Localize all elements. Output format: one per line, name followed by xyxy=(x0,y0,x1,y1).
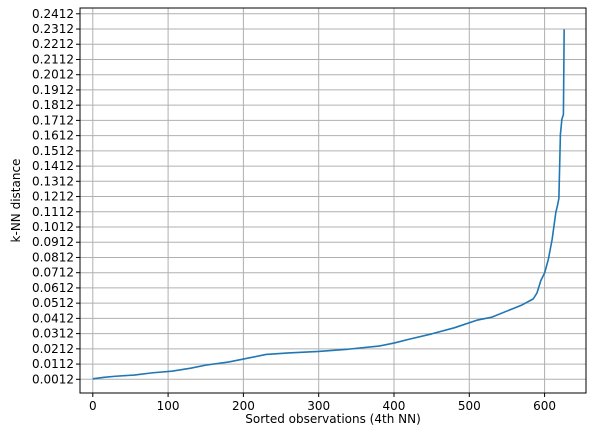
series-group xyxy=(92,29,565,380)
y-axis-label: k-NN distance xyxy=(9,159,23,243)
y-tick-label: 0.1112 xyxy=(32,205,74,219)
series-line xyxy=(92,29,565,380)
y-tick-label: 0.1812 xyxy=(32,98,74,112)
y-tick-label: 0.0512 xyxy=(32,296,74,310)
y-tick-label: 0.0812 xyxy=(32,250,74,264)
y-tick-label: 0.2012 xyxy=(32,68,74,82)
y-tick-label: 0.1212 xyxy=(32,190,74,204)
x-axis-label: Sorted observations (4th NN) xyxy=(245,412,421,426)
y-tick-label: 0.0412 xyxy=(32,311,74,325)
plot-frame xyxy=(79,7,587,394)
grid-lines xyxy=(80,8,586,393)
x-tick-label: 300 xyxy=(307,399,330,413)
y-tick-label: 0.0112 xyxy=(32,357,74,371)
x-axis-ticks: 0 100 200 300 400 500 600 xyxy=(89,393,556,413)
y-tick-label: 0.0212 xyxy=(32,342,74,356)
x-tick-label: 600 xyxy=(533,399,556,413)
y-tick-label: 0.1612 xyxy=(32,129,74,143)
y-tick-label: 0.0912 xyxy=(32,235,74,249)
y-tick-label: 0.2212 xyxy=(32,37,74,51)
y-tick-label: 0.1512 xyxy=(32,144,74,158)
y-tick-label: 0.1712 xyxy=(32,113,74,127)
y-tick-label: 0.0612 xyxy=(32,281,74,295)
y-tick-label: 0.1912 xyxy=(32,83,74,97)
y-tick-label: 0.1412 xyxy=(32,159,74,173)
y-tick-label: 0.0312 xyxy=(32,327,74,341)
y-tick-label: 0.1012 xyxy=(32,220,74,234)
y-tick-label: 0.2112 xyxy=(32,52,74,66)
y-tick-label: 0.1312 xyxy=(32,174,74,188)
x-tick-label: 400 xyxy=(383,399,406,413)
x-tick-label: 0 xyxy=(89,399,97,413)
y-tick-label: 0.2412 xyxy=(32,7,74,21)
x-tick-label: 500 xyxy=(458,399,481,413)
x-tick-label: 200 xyxy=(232,399,255,413)
y-tick-label: 0.0012 xyxy=(32,372,74,386)
y-tick-label: 0.0712 xyxy=(32,266,74,280)
x-tick-label: 100 xyxy=(157,399,180,413)
y-tick-label: 0.2312 xyxy=(32,22,74,36)
